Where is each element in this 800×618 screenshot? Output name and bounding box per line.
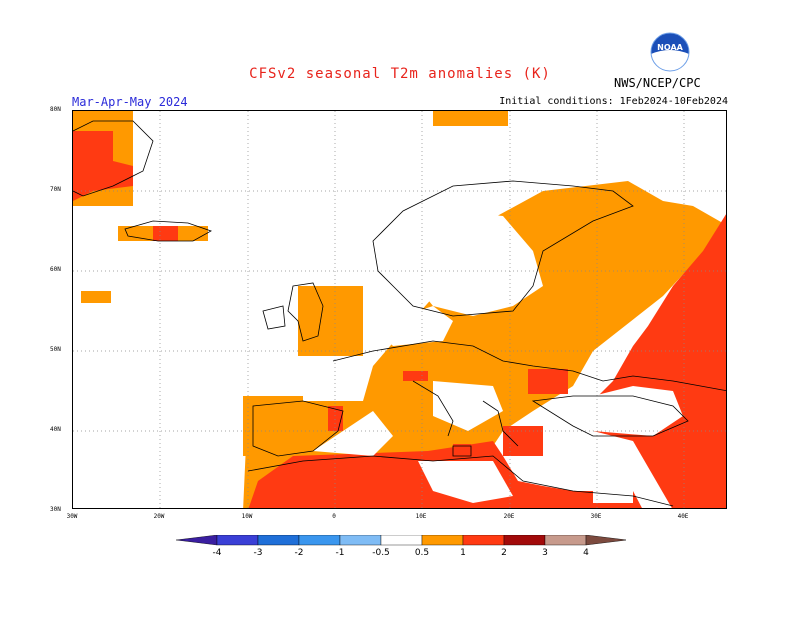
lat-label-40n: 40N <box>50 426 61 433</box>
logo-text: NOAA <box>657 43 683 52</box>
colorbar-arrow-low <box>176 535 218 546</box>
lat-label-60n: 60N <box>50 266 61 273</box>
lon-label-20e: 20E <box>503 513 515 520</box>
lat-label-30n: 30N <box>50 506 61 513</box>
lon-label-10e: 10E <box>415 513 427 520</box>
lon-label-10w: 10W <box>241 513 253 520</box>
lon-label-0: 0 <box>332 513 336 520</box>
lat-label-70n: 70N <box>50 186 61 193</box>
colorbar-swatch <box>462 535 505 546</box>
map-title: CFSv2 seasonal T2m anomalies (K) <box>249 66 551 82</box>
lat-label-80n: 80N <box>50 106 61 113</box>
colorbar-label: 1 <box>460 548 466 558</box>
initial-conditions-label: Initial conditions: 1Feb2024-10Feb2024 <box>499 96 728 107</box>
colorbar-label: -1 <box>335 548 345 558</box>
season-label: Mar-Apr-May 2024 <box>72 95 188 109</box>
lat-label-50n: 50N <box>50 346 61 353</box>
lon-label-30e: 30E <box>590 513 602 520</box>
anomaly-0.5-1-region <box>73 111 726 508</box>
colorbar-arrow-high <box>585 535 626 546</box>
colorbar-swatch <box>216 535 259 546</box>
lon-label-30w: 30W <box>66 513 78 520</box>
colorbar-label: 2 <box>501 548 507 558</box>
colorbar-label: -4 <box>212 548 222 558</box>
colorbar-swatch <box>544 535 587 546</box>
agency-label: NWS/NCEP/CPC <box>614 76 701 90</box>
graticule <box>73 111 726 508</box>
colorbar-swatch <box>298 535 341 546</box>
colorbar-label: -0.5 <box>372 548 390 558</box>
colorbar-swatch <box>380 535 423 546</box>
colorbar-swatch <box>257 535 300 546</box>
lon-label-20w: 20W <box>153 513 165 520</box>
noaa-logo-icon: NOAA <box>650 32 690 72</box>
colorbar <box>176 535 626 546</box>
colorbar-label: 3 <box>542 548 548 558</box>
colorbar-swatch <box>503 535 546 546</box>
anomaly-map <box>72 110 727 509</box>
colorbar-swatch <box>339 535 382 546</box>
colorbar-label: 0.5 <box>414 548 430 558</box>
lon-label-40e: 40E <box>677 513 689 520</box>
colorbar-label: 4 <box>583 548 589 558</box>
coastlines <box>73 120 726 507</box>
colorbar-swatch <box>421 535 464 546</box>
colorbar-label: -2 <box>294 548 304 558</box>
colorbar-label: -3 <box>253 548 263 558</box>
neutral-region <box>313 211 683 503</box>
